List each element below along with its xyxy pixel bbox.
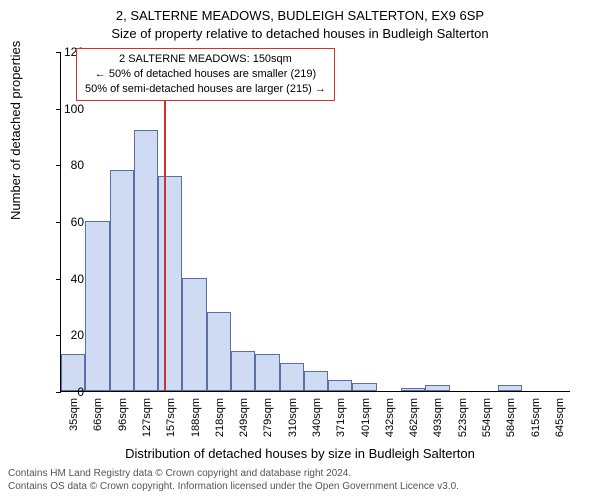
y-axis-label: Number of detached properties: [8, 41, 23, 220]
chart-container: 2, SALTERNE MEADOWS, BUDLEIGH SALTERTON,…: [0, 0, 600, 500]
x-axis-label: Distribution of detached houses by size …: [0, 446, 600, 461]
y-tick-label: 40: [44, 272, 84, 286]
histogram-bar: [207, 312, 231, 391]
histogram-bar: [352, 383, 376, 392]
histogram-bar: [134, 130, 158, 391]
y-tick-label: 60: [44, 215, 84, 229]
y-tick-label: 80: [44, 158, 84, 172]
footer-line-2: Contains OS data © Crown copyright. Info…: [8, 481, 592, 494]
histogram-bar: [182, 278, 206, 391]
histogram-bar: [328, 380, 352, 391]
annotation-line: 50% of semi-detached houses are larger (…: [85, 82, 326, 97]
histogram-bar: [304, 371, 328, 391]
annotation-line: ← 50% of detached houses are smaller (21…: [85, 67, 326, 82]
footer-attribution: Contains HM Land Registry data © Crown c…: [8, 468, 592, 493]
annotation-callout: 2 SALTERNE MEADOWS: 150sqm← 50% of detac…: [76, 48, 335, 101]
histogram-bar: [110, 170, 134, 391]
histogram-bar: [425, 385, 449, 391]
histogram-bar: [280, 363, 304, 391]
histogram-bar: [401, 388, 425, 391]
annotation-line: 2 SALTERNE MEADOWS: 150sqm: [85, 52, 326, 67]
y-tick-label: 20: [44, 328, 84, 342]
property-marker-line: [164, 51, 166, 391]
y-tick-label: 0: [44, 385, 84, 399]
footer-line-1: Contains HM Land Registry data © Crown c…: [8, 468, 592, 481]
plot-area: [60, 52, 570, 392]
chart-title-sub: Size of property relative to detached ho…: [0, 26, 600, 41]
histogram-bar: [158, 176, 182, 391]
histogram-bar: [498, 385, 522, 391]
histogram-bar: [85, 221, 109, 391]
histogram-bar: [255, 354, 279, 391]
x-tick-label: 645sqm: [554, 398, 600, 437]
chart-title-main: 2, SALTERNE MEADOWS, BUDLEIGH SALTERTON,…: [0, 8, 600, 23]
y-tick-label: 100: [44, 102, 84, 116]
histogram-bar: [231, 351, 255, 391]
